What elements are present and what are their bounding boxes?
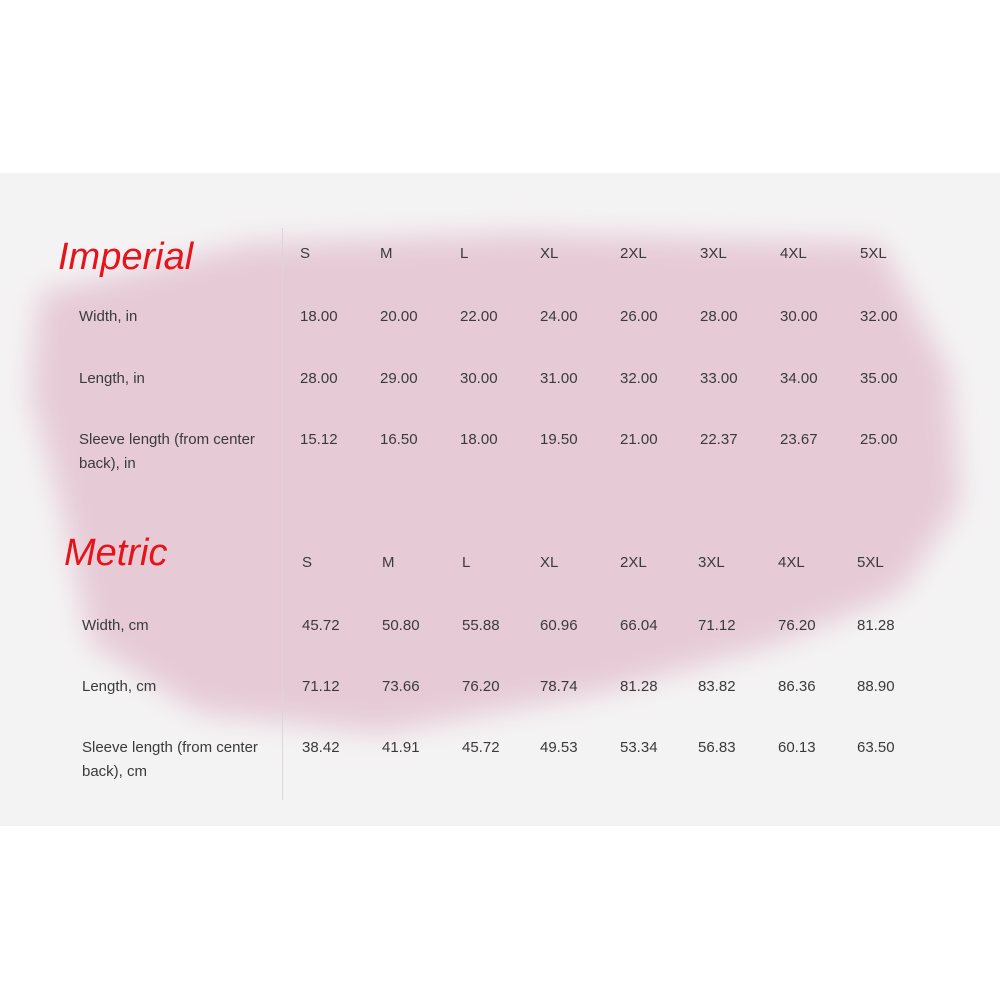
row-label: Length, cm <box>82 678 157 695</box>
size-header: 3XL <box>700 245 727 262</box>
measurement-value: 81.28 <box>857 617 895 634</box>
size-header: 5XL <box>857 554 884 571</box>
measurement-value: 21.00 <box>620 431 658 448</box>
measurement-value: 49.53 <box>540 739 578 756</box>
measurement-value: 50.80 <box>382 617 420 634</box>
measurement-value: 45.72 <box>302 617 340 634</box>
measurement-value: 76.20 <box>778 617 816 634</box>
measurement-value: 53.34 <box>620 739 658 756</box>
row-label: Width, cm <box>82 617 149 634</box>
measurement-value: 30.00 <box>780 308 818 325</box>
size-header: 5XL <box>860 245 887 262</box>
measurement-value: 20.00 <box>380 308 418 325</box>
measurement-value: 32.00 <box>860 308 898 325</box>
size-header: 4XL <box>780 245 807 262</box>
measurement-value: 60.13 <box>778 739 816 756</box>
measurement-value: 78.74 <box>540 678 578 695</box>
measurement-value: 31.00 <box>540 370 578 387</box>
size-header: 4XL <box>778 554 805 571</box>
measurement-value: 15.12 <box>300 431 338 448</box>
measurement-value: 18.00 <box>460 431 498 448</box>
size-header: 2XL <box>620 554 647 571</box>
measurement-value: 34.00 <box>780 370 818 387</box>
measurement-value: 23.67 <box>780 431 818 448</box>
section-title: Imperial <box>58 236 194 278</box>
measurement-value: 22.00 <box>460 308 498 325</box>
row-label: Length, in <box>79 370 145 387</box>
measurement-value: 60.96 <box>540 617 578 634</box>
row-label: Sleeve length (from center back), cm <box>82 739 258 780</box>
measurement-value: 30.00 <box>460 370 498 387</box>
measurement-value: 73.66 <box>382 678 420 695</box>
measurement-value: 86.36 <box>778 678 816 695</box>
row-label: Sleeve length (from center back), in <box>79 431 255 472</box>
size-header: S <box>302 554 313 571</box>
measurement-value: 81.28 <box>620 678 658 695</box>
section-title: Metric <box>64 532 168 574</box>
pink-brush-stroke <box>30 233 960 733</box>
measurement-value: 25.00 <box>860 431 898 448</box>
size-header: L <box>462 554 471 571</box>
column-divider <box>282 228 283 800</box>
measurement-value: 28.00 <box>300 370 338 387</box>
measurement-value: 29.00 <box>380 370 418 387</box>
measurement-value: 32.00 <box>620 370 658 387</box>
measurement-value: 33.00 <box>700 370 738 387</box>
measurement-value: 19.50 <box>540 431 578 448</box>
measurement-value: 45.72 <box>462 739 500 756</box>
measurement-value: 83.82 <box>698 678 736 695</box>
measurement-value: 41.91 <box>382 739 420 756</box>
size-header: S <box>300 245 311 262</box>
size-header: XL <box>540 245 559 262</box>
measurement-value: 55.88 <box>462 617 500 634</box>
size-header: 2XL <box>620 245 647 262</box>
size-header: M <box>382 554 395 571</box>
measurement-value: 71.12 <box>302 678 340 695</box>
measurement-value: 18.00 <box>300 308 338 325</box>
measurement-value: 56.83 <box>698 739 736 756</box>
measurement-value: 71.12 <box>698 617 736 634</box>
measurement-value: 38.42 <box>302 739 340 756</box>
measurement-value: 76.20 <box>462 678 500 695</box>
size-header: L <box>460 245 469 262</box>
measurement-value: 26.00 <box>620 308 658 325</box>
measurement-value: 66.04 <box>620 617 658 634</box>
measurement-value: 28.00 <box>700 308 738 325</box>
measurement-value: 88.90 <box>857 678 895 695</box>
measurement-value: 24.00 <box>540 308 578 325</box>
size-header: XL <box>540 554 559 571</box>
measurement-value: 22.37 <box>700 431 738 448</box>
size-header: M <box>380 245 393 262</box>
measurement-value: 63.50 <box>857 739 895 756</box>
measurement-value: 16.50 <box>380 431 418 448</box>
size-header: 3XL <box>698 554 725 571</box>
row-label: Width, in <box>79 308 138 325</box>
measurement-value: 35.00 <box>860 370 898 387</box>
